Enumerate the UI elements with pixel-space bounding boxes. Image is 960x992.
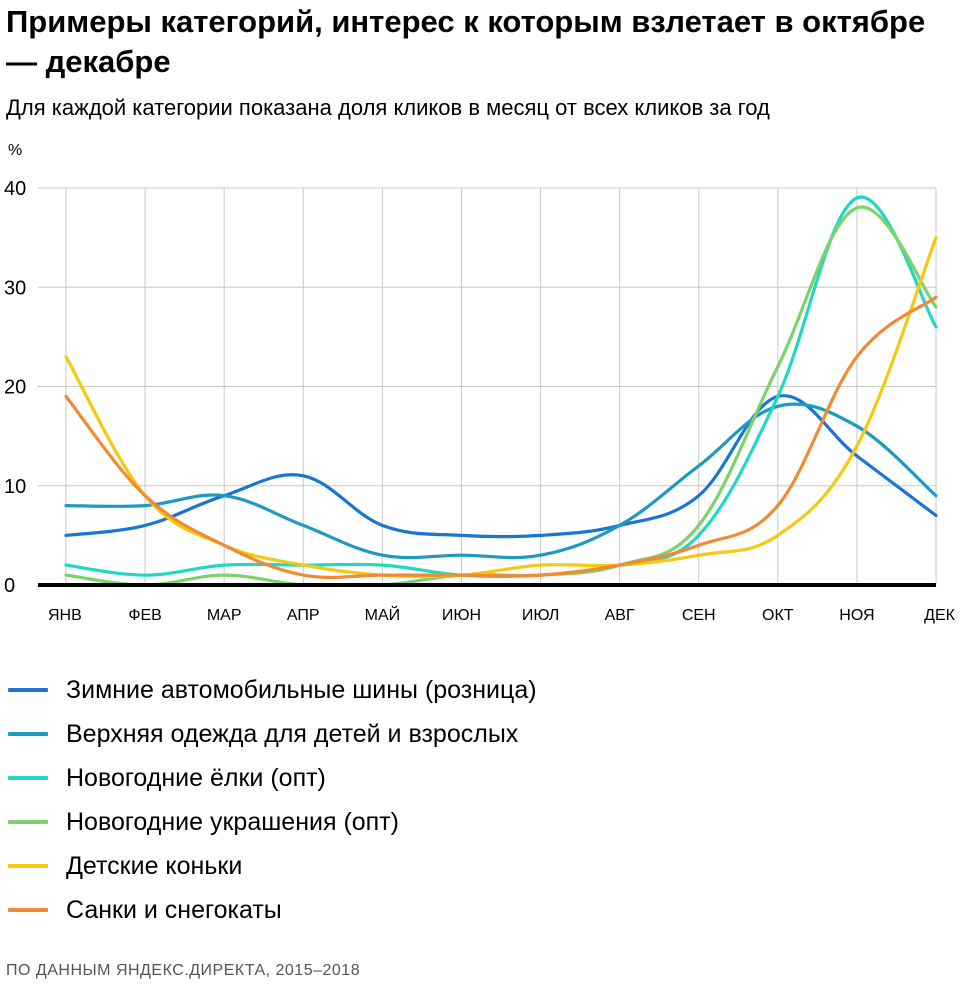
series-line-6 xyxy=(64,295,938,580)
grid xyxy=(38,187,937,585)
y-tick-label: 40 xyxy=(4,178,26,200)
x-tick-label: ФЕВ xyxy=(128,607,162,624)
legend-swatch xyxy=(8,732,48,736)
legend-item: Зимние автомобильные шины (розница) xyxy=(8,668,537,712)
y-unit-label: % xyxy=(8,142,23,159)
legend-item: Верхняя одежда для детей и взрослых xyxy=(8,712,537,756)
legend-label: Зимние автомобильные шины (розница) xyxy=(66,675,537,704)
series-lines xyxy=(64,195,938,587)
line-chart: 0 10 20 30 40 ЯНВ ФЕВ МАР АПР МАЙ ИЮН ИЮЛ АВГ СЕН ОКТ Н… xyxy=(4,178,956,624)
legend-label: Верхняя одежда для детей и взрослых xyxy=(66,719,519,748)
legend-item: Детские коньки xyxy=(8,844,537,888)
x-tick-label: ИЮЛ xyxy=(522,607,559,624)
legend-item: Новогодние украшения (опт) xyxy=(8,800,537,844)
chart-subtitle: Для каждой категории показана доля клико… xyxy=(6,95,770,120)
y-tick-label: 30 xyxy=(4,277,26,299)
legend-swatch xyxy=(8,908,48,912)
legend-item: Санки и снегокаты xyxy=(8,888,537,932)
x-tick-label: ИЮН xyxy=(442,607,481,624)
x-tick-label: МАЙ xyxy=(365,605,401,624)
legend-item: Новогодние ёлки (опт) xyxy=(8,756,537,800)
x-tick-label: ОКТ xyxy=(762,607,794,624)
series-line-4 xyxy=(64,205,938,587)
legend-swatch xyxy=(8,820,48,824)
x-tick-label: АПР xyxy=(287,607,320,624)
axes: 0 10 20 30 40 ЯНВ ФЕВ МАР АПР МАЙ ИЮН ИЮЛ АВГ СЕН ОКТ Н… xyxy=(4,178,956,624)
source-note: ПО ДАННЫМ ЯНДЕКС.ДИРЕКТА, 2015–2018 xyxy=(6,962,361,979)
legend-swatch xyxy=(8,776,48,780)
x-tick-label: МАР xyxy=(207,607,242,624)
legend-label: Санки и снегокаты xyxy=(66,895,282,924)
y-tick-label: 10 xyxy=(4,476,26,498)
y-tick-label: 20 xyxy=(4,377,26,399)
x-tick-label: ЯНВ xyxy=(48,607,82,624)
legend-label: Новогодние украшения (опт) xyxy=(66,807,399,836)
chart-title: Примеры категорий, интерес к которым взл… xyxy=(6,4,926,79)
x-tick-label: ДЕК xyxy=(924,607,956,624)
legend: Зимние автомобильные шины (розница) Верхн… xyxy=(8,668,537,932)
series-line-2 xyxy=(64,402,938,560)
series-line-5 xyxy=(64,236,938,579)
x-tick-label: СЕН xyxy=(682,607,716,624)
y-tick-label: 0 xyxy=(4,575,15,597)
x-tick-label: АВГ xyxy=(605,607,635,624)
legend-label: Детские коньки xyxy=(66,851,243,880)
x-tick-label: НОЯ xyxy=(839,607,874,624)
legend-swatch xyxy=(8,688,48,692)
legend-swatch xyxy=(8,864,48,868)
legend-label: Новогодние ёлки (опт) xyxy=(66,763,326,792)
